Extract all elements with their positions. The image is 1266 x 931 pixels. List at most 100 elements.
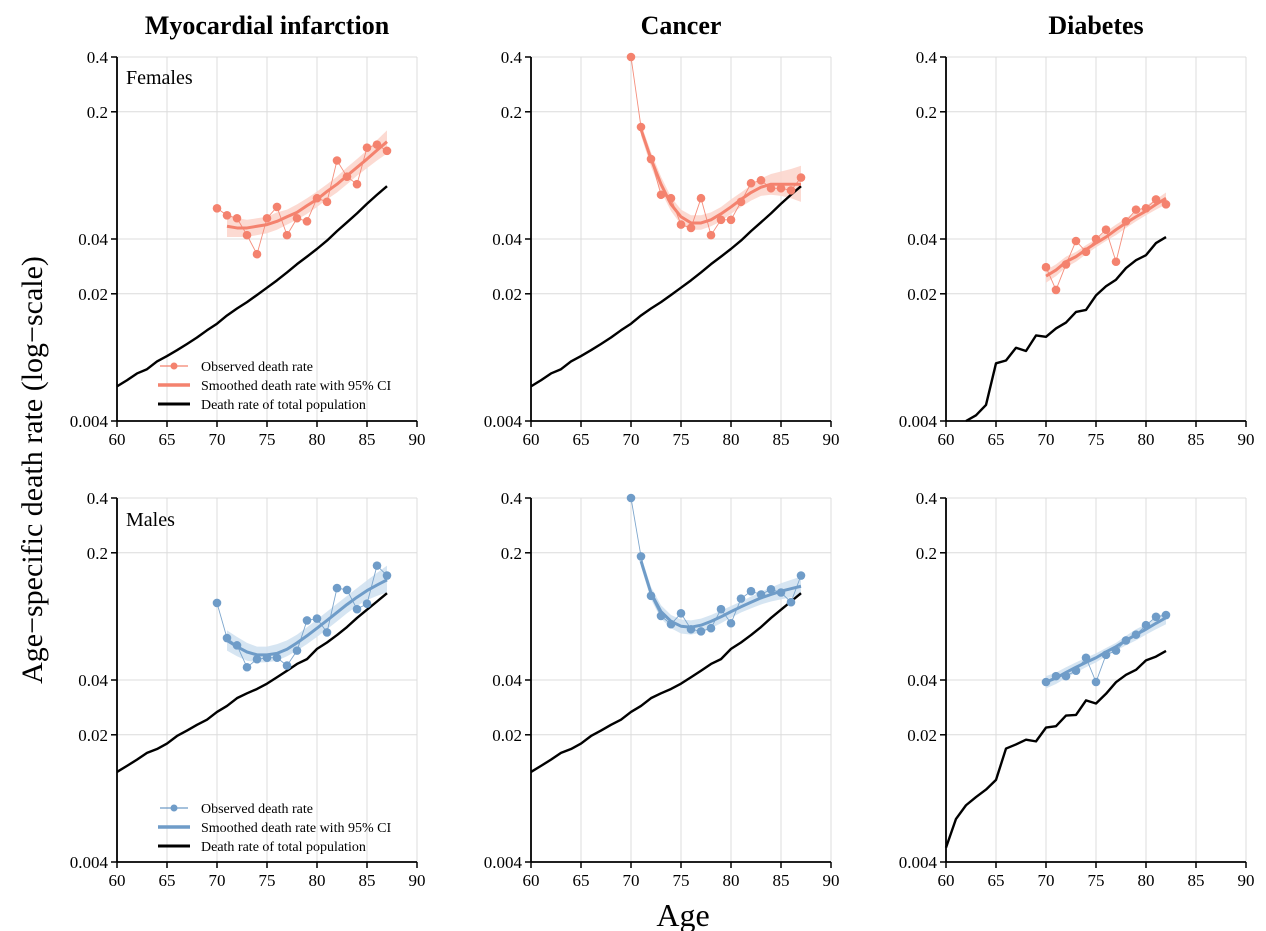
- observed-point: [1121, 636, 1131, 645]
- y-axis-label: Age−specific death rate (log−scale): [16, 256, 49, 684]
- y-tick-label: 0.04: [907, 671, 937, 690]
- legend-males: Observed death rate Smoothed death rate …: [158, 802, 391, 855]
- ci-band: [641, 123, 801, 230]
- y-tick-label: 0.04: [492, 671, 522, 690]
- observed-point: [232, 213, 242, 223]
- y-tick-label: 0.2: [87, 544, 108, 563]
- observed-point: [1131, 205, 1141, 214]
- x-tick-label: 70: [209, 430, 226, 449]
- observed-point: [666, 619, 676, 629]
- y-tick-label: 0.2: [916, 103, 937, 122]
- x-tick-label: 85: [359, 430, 376, 449]
- observed-point: [676, 609, 686, 618]
- observed-point: [746, 178, 756, 188]
- total-population-line: [116, 592, 388, 773]
- observed-point: [716, 215, 726, 225]
- x-tick-label: 65: [988, 871, 1005, 890]
- observed-point: [342, 585, 352, 595]
- panel-male-cancer: 60 65 70 75 80 85 90 0.004 0.02 0.04 0.2 0.4: [484, 489, 840, 890]
- x-tick-label: 80: [1138, 430, 1155, 449]
- observed-point: [372, 140, 382, 149]
- observed-point: [1041, 262, 1051, 272]
- observed-point: [362, 143, 372, 152]
- observed-point: [1141, 620, 1151, 630]
- observed-point: [786, 186, 796, 195]
- total-population-line: [944, 649, 1167, 848]
- observed-point: [1041, 677, 1051, 687]
- observed-point: [716, 604, 726, 614]
- observed-point: [726, 215, 736, 225]
- panel-female-cancer: 60 65 70 75 80 85 90 0.004 0.02 0.04 0.2 0.4: [484, 48, 840, 449]
- total-population-line: [116, 185, 388, 388]
- panel-female-mi: 60 65 70 75 80 85 90 0.004 0.02 0.04 0.2 0.4: [70, 48, 426, 449]
- observed-point: [626, 493, 636, 503]
- observed-point: [756, 590, 766, 599]
- y-tick-label: 0.4: [501, 489, 523, 508]
- y-tick-label: 0.4: [87, 489, 109, 508]
- observed-point: [272, 653, 282, 663]
- legend-observed-male: Observed death rate: [201, 802, 313, 817]
- observed-point: [1151, 195, 1161, 204]
- observed-point: [756, 176, 766, 185]
- ci-band: [227, 130, 387, 238]
- observed-point: [332, 583, 342, 593]
- legend-females: Observed death rate Smoothed death rate …: [158, 360, 391, 413]
- y-tick-label: 0.02: [907, 726, 937, 745]
- row-label-females: Females: [126, 67, 193, 89]
- observed-point: [212, 203, 222, 213]
- observed-point: [706, 623, 716, 633]
- observed-point: [646, 591, 656, 601]
- observed-point: [636, 122, 646, 132]
- observed-point: [1101, 650, 1111, 660]
- y-tick-label: 0.004: [70, 853, 109, 872]
- observed-point: [656, 611, 666, 621]
- x-tick-label: 85: [1188, 871, 1205, 890]
- y-tick-label: 0.04: [78, 671, 108, 690]
- observed-point: [1061, 260, 1071, 269]
- smoothed-line: [226, 578, 388, 657]
- total-population-line: [965, 236, 1167, 423]
- x-tick-label: 65: [573, 871, 590, 890]
- y-tick-label: 0.4: [87, 48, 109, 67]
- observed-point: [332, 156, 342, 165]
- legend-observed-female-marker: [160, 362, 188, 370]
- x-tick-label: 60: [938, 871, 955, 890]
- x-tick-label: 75: [259, 430, 276, 449]
- smoothed-line: [639, 560, 802, 629]
- observed-point: [242, 662, 252, 672]
- panel-male-mi: 60 65 70 75 80 85 90 0.004 0.02 0.04 0.2 0.4: [70, 489, 426, 890]
- y-tick-label: 0.02: [492, 285, 522, 304]
- observed-point: [1161, 200, 1171, 209]
- observed-point: [352, 604, 362, 614]
- observed-point: [776, 588, 786, 597]
- observed-point: [1111, 257, 1121, 267]
- observed-point: [292, 646, 302, 655]
- x-tick-label: 60: [523, 871, 540, 890]
- observed-point: [212, 598, 222, 608]
- observed-point: [262, 213, 272, 223]
- observed-point: [352, 179, 362, 189]
- x-tick-label: 75: [1088, 871, 1105, 890]
- observed-point: [1081, 247, 1091, 257]
- observed-point: [766, 585, 776, 594]
- observed-point: [262, 653, 272, 663]
- observed-point: [786, 597, 796, 607]
- x-tick-label: 75: [673, 430, 690, 449]
- observed-point: [656, 190, 666, 200]
- col-title-cancer: Cancer: [641, 11, 722, 40]
- observed-point: [312, 614, 322, 623]
- x-tick-label: 90: [1238, 871, 1255, 890]
- col-title-mi: Myocardial infarction: [145, 11, 390, 40]
- observed-point: [1151, 612, 1161, 622]
- observed-point: [312, 193, 322, 203]
- observed-point: [1051, 671, 1061, 681]
- observed-point: [646, 154, 656, 164]
- x-tick-label: 80: [1138, 871, 1155, 890]
- y-tick-label: 0.02: [907, 285, 937, 304]
- observed-point: [1111, 646, 1121, 655]
- observed-point: [706, 230, 716, 240]
- x-tick-label: 65: [159, 871, 176, 890]
- observed-point: [766, 183, 776, 193]
- x-tick-label: 65: [573, 430, 590, 449]
- y-tick-label: 0.04: [78, 230, 108, 249]
